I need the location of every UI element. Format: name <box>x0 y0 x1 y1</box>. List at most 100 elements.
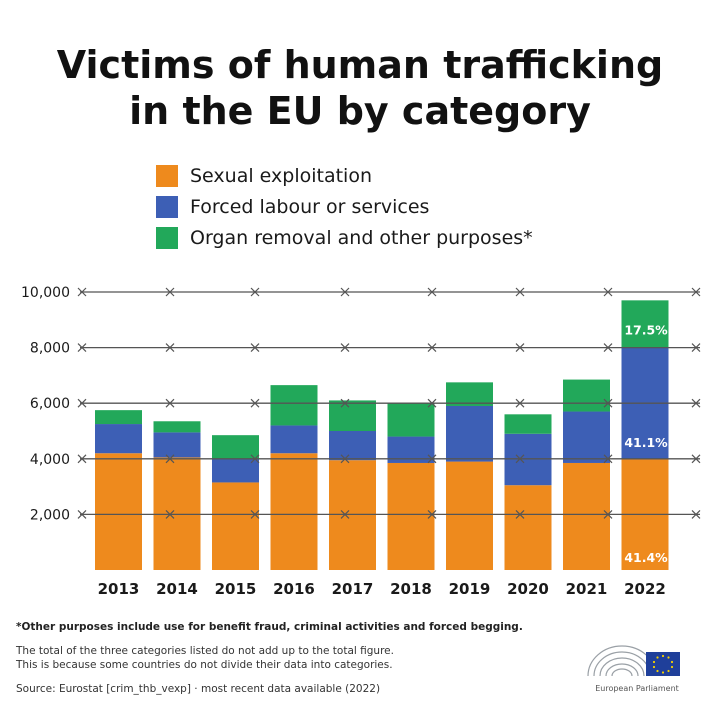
legend-swatch-labour <box>156 195 178 218</box>
footnote-asterisk: *Other purposes include use for benefit … <box>16 621 523 633</box>
barb-mark <box>427 509 437 519</box>
barb-mark <box>77 287 87 297</box>
bar-2019-sexual <box>446 461 493 570</box>
grid-group <box>77 287 701 519</box>
bar-2017-sexual <box>329 460 376 570</box>
bar-2021-sexual <box>563 462 610 570</box>
y-tick-label: 4,000 <box>30 452 70 468</box>
bar-2020-labour <box>504 433 552 486</box>
barb-mark <box>515 398 525 408</box>
bar-2020-sexual <box>504 485 552 570</box>
barb-mark <box>427 454 437 464</box>
chart-title: Victims of human trafficking in the EU b… <box>0 42 720 134</box>
barb-mark <box>340 343 350 353</box>
x-tick-label: 2017 <box>332 580 374 598</box>
barb-mark <box>250 509 260 519</box>
x-tick-label: 2018 <box>390 580 432 598</box>
bar-2015-sexual <box>212 482 259 570</box>
chart-title-line-1: Victims of human trafficking <box>56 43 664 87</box>
legend-label-sexual: Sexual exploitation <box>190 164 372 187</box>
barb-mark <box>603 398 613 408</box>
x-ticks-group: 2013 2014 2015 2016 2017 2018 2019 2020 2021 2022 <box>98 580 666 598</box>
chart-title-line-2: in the EU by category <box>129 89 591 133</box>
legend-item-organ: Organ removal and other purposes* <box>156 222 533 253</box>
bar-2013-sexual <box>95 453 142 570</box>
legend-label-organ: Organ removal and other purposes* <box>190 226 533 249</box>
barb-mark <box>165 398 175 408</box>
legend-item-labour: Forced labour or services <box>156 191 533 222</box>
european-parliament-logo-icon <box>587 645 680 677</box>
bar-2014-sexual <box>153 457 201 570</box>
x-tick-label: 2015 <box>215 580 257 598</box>
bar-2017-organ <box>329 400 376 431</box>
barb-mark <box>165 287 175 297</box>
barb-mark <box>691 287 701 297</box>
barb-mark <box>427 287 437 297</box>
barb-mark <box>691 343 701 353</box>
barb-mark <box>165 454 175 464</box>
bar-2013-labour <box>95 424 142 454</box>
x-tick-label: 2020 <box>507 580 549 598</box>
footnote-total-2: This is because some countries do not di… <box>16 659 393 671</box>
annotations-group: 41.4% 41.1% 17.5% <box>624 322 668 565</box>
barb-mark <box>603 454 613 464</box>
bar-2013-organ <box>95 410 142 425</box>
barb-mark <box>603 509 613 519</box>
annotation-labour: 41.1% <box>624 435 668 450</box>
x-tick-label: 2022 <box>624 580 666 598</box>
bar-2017-labour <box>329 431 376 461</box>
legend: Sexual exploitation Forced labour or ser… <box>156 160 533 253</box>
barb-mark <box>691 398 701 408</box>
barb-mark <box>77 343 87 353</box>
barb-mark <box>250 287 260 297</box>
y-tick-label: 10,000 <box>21 285 70 301</box>
bar-2018-sexual <box>387 462 435 570</box>
bar-2022-organ <box>621 300 669 348</box>
x-tick-label: 2013 <box>98 580 140 598</box>
y-ticks-group: 2,000 4,000 6,000 8,000 10,000 <box>21 285 70 523</box>
barb-mark <box>77 454 87 464</box>
bars-group <box>95 300 669 570</box>
legend-swatch-organ <box>156 226 178 249</box>
bar-2019-labour <box>446 405 493 462</box>
barb-mark <box>515 343 525 353</box>
footnotes: *Other purposes include use for benefit … <box>16 620 523 696</box>
barb-mark <box>250 343 260 353</box>
bar-2016-organ <box>270 385 318 426</box>
legend-label-labour: Forced labour or services <box>190 195 430 218</box>
barb-mark <box>340 287 350 297</box>
barb-mark <box>250 398 260 408</box>
x-tick-label: 2019 <box>449 580 491 598</box>
bar-2019-organ <box>446 382 493 406</box>
barb-mark <box>77 398 87 408</box>
x-tick-label: 2014 <box>156 580 198 598</box>
bar-2016-sexual <box>270 453 318 570</box>
barb-mark <box>515 454 525 464</box>
barb-mark <box>515 287 525 297</box>
legend-item-sexual: Sexual exploitation <box>156 160 533 191</box>
barb-mark <box>340 398 350 408</box>
barb-mark <box>603 343 613 353</box>
annotation-organ: 17.5% <box>624 322 668 337</box>
barb-mark <box>603 287 613 297</box>
bar-2021-organ <box>563 379 610 412</box>
bar-2014-organ <box>153 421 201 433</box>
barb-mark <box>427 398 437 408</box>
y-tick-label: 2,000 <box>30 507 70 523</box>
bar-2018-organ <box>387 403 435 437</box>
y-tick-label: 6,000 <box>30 396 70 412</box>
barb-mark <box>165 509 175 519</box>
barb-mark <box>427 343 437 353</box>
bar-2015-labour <box>212 458 259 483</box>
footnote-total-1: The total of the three categories listed… <box>16 645 394 657</box>
barb-mark <box>340 454 350 464</box>
bar-2014-labour <box>153 432 201 458</box>
bar-2020-organ <box>504 414 552 434</box>
bar-2016-labour <box>270 425 318 454</box>
barb-mark <box>77 509 87 519</box>
x-tick-label: 2021 <box>566 580 608 598</box>
bar-2015-organ <box>212 435 259 459</box>
barb-mark <box>165 343 175 353</box>
barb-mark <box>515 509 525 519</box>
